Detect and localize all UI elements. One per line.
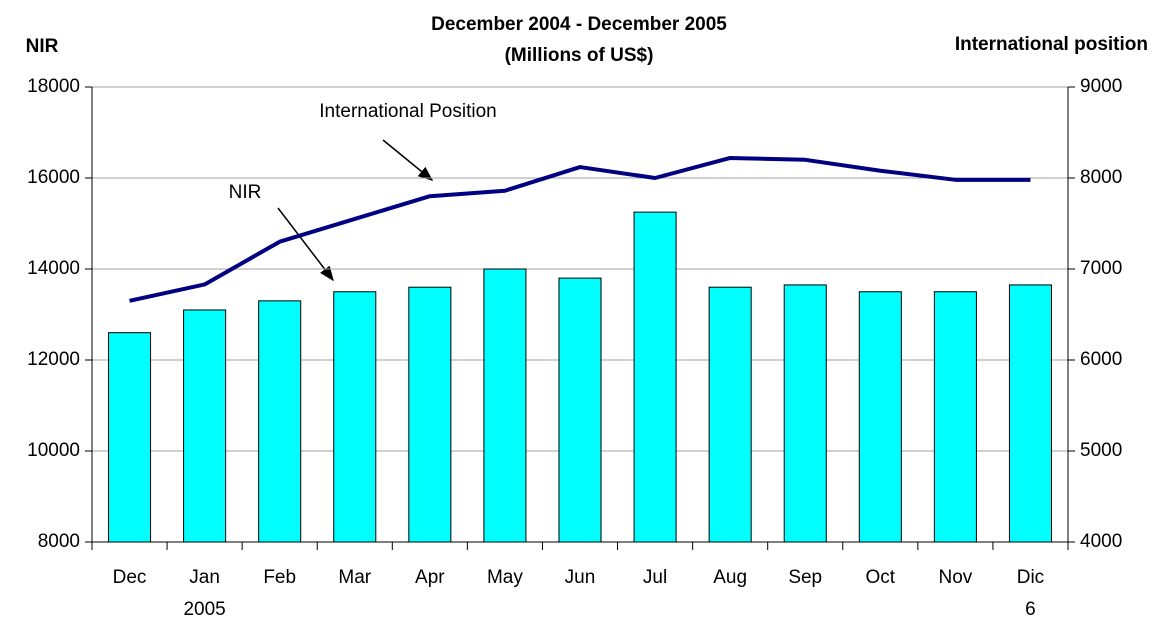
x-tick-label: Dec xyxy=(113,567,147,588)
y-axis-title: NIR xyxy=(26,36,59,57)
bar xyxy=(183,309,227,543)
bar xyxy=(783,284,827,543)
bar xyxy=(633,211,677,543)
x-tick-label: Apr xyxy=(415,567,445,588)
y-tick-label: 18000 xyxy=(27,76,80,97)
chart-title: December 2004 - December 2005 xyxy=(431,14,727,35)
bar xyxy=(108,332,152,543)
y-tick-label: 12000 xyxy=(27,349,80,370)
x-tick-label: Feb xyxy=(263,567,296,588)
y-tick-label: 8000 xyxy=(38,531,80,552)
y2-tick-label: 6000 xyxy=(1080,349,1122,370)
bar xyxy=(1008,284,1052,543)
x-tick-label: May xyxy=(487,567,523,588)
x-tick-label: Dic xyxy=(1017,567,1044,588)
annotation-arrow xyxy=(277,207,334,282)
x-tick-sublabel: 6 xyxy=(1025,599,1036,620)
y2-tick-label: 9000 xyxy=(1080,76,1122,97)
series-annotation: NIR xyxy=(229,182,262,203)
x-tick-label: Jan xyxy=(189,567,220,588)
bar xyxy=(258,300,302,543)
bar xyxy=(408,286,452,543)
x-tick-label: Jul xyxy=(643,567,667,588)
bar xyxy=(858,291,902,543)
bar xyxy=(708,286,752,543)
y2-tick-label: 8000 xyxy=(1080,167,1122,188)
x-tick-label: Mar xyxy=(338,567,371,588)
bar xyxy=(933,291,977,543)
y-tick-label: 14000 xyxy=(27,258,80,279)
y2-tick-label: 4000 xyxy=(1080,531,1122,552)
y-tick-label: 10000 xyxy=(27,440,80,461)
x-tick-sublabel: 2005 xyxy=(183,599,225,620)
x-tick-label: Jun xyxy=(565,567,596,588)
y-tick-label: 16000 xyxy=(27,167,80,188)
bar xyxy=(558,277,602,543)
x-tick-label: Aug xyxy=(713,567,747,588)
y2-tick-label: 5000 xyxy=(1080,440,1122,461)
bar xyxy=(483,268,527,543)
annotation-arrow xyxy=(382,139,434,181)
series-annotation: International Position xyxy=(319,101,496,122)
x-tick-label: Sep xyxy=(788,567,822,588)
chart-subtitle: (Millions of US$) xyxy=(505,45,654,66)
x-tick-label: Nov xyxy=(938,567,972,588)
x-tick-label: Oct xyxy=(866,567,896,588)
line xyxy=(129,155,1031,303)
y2-tick-label: 7000 xyxy=(1080,258,1122,279)
y2-axis-title: International position xyxy=(955,34,1148,55)
bar xyxy=(333,291,377,543)
